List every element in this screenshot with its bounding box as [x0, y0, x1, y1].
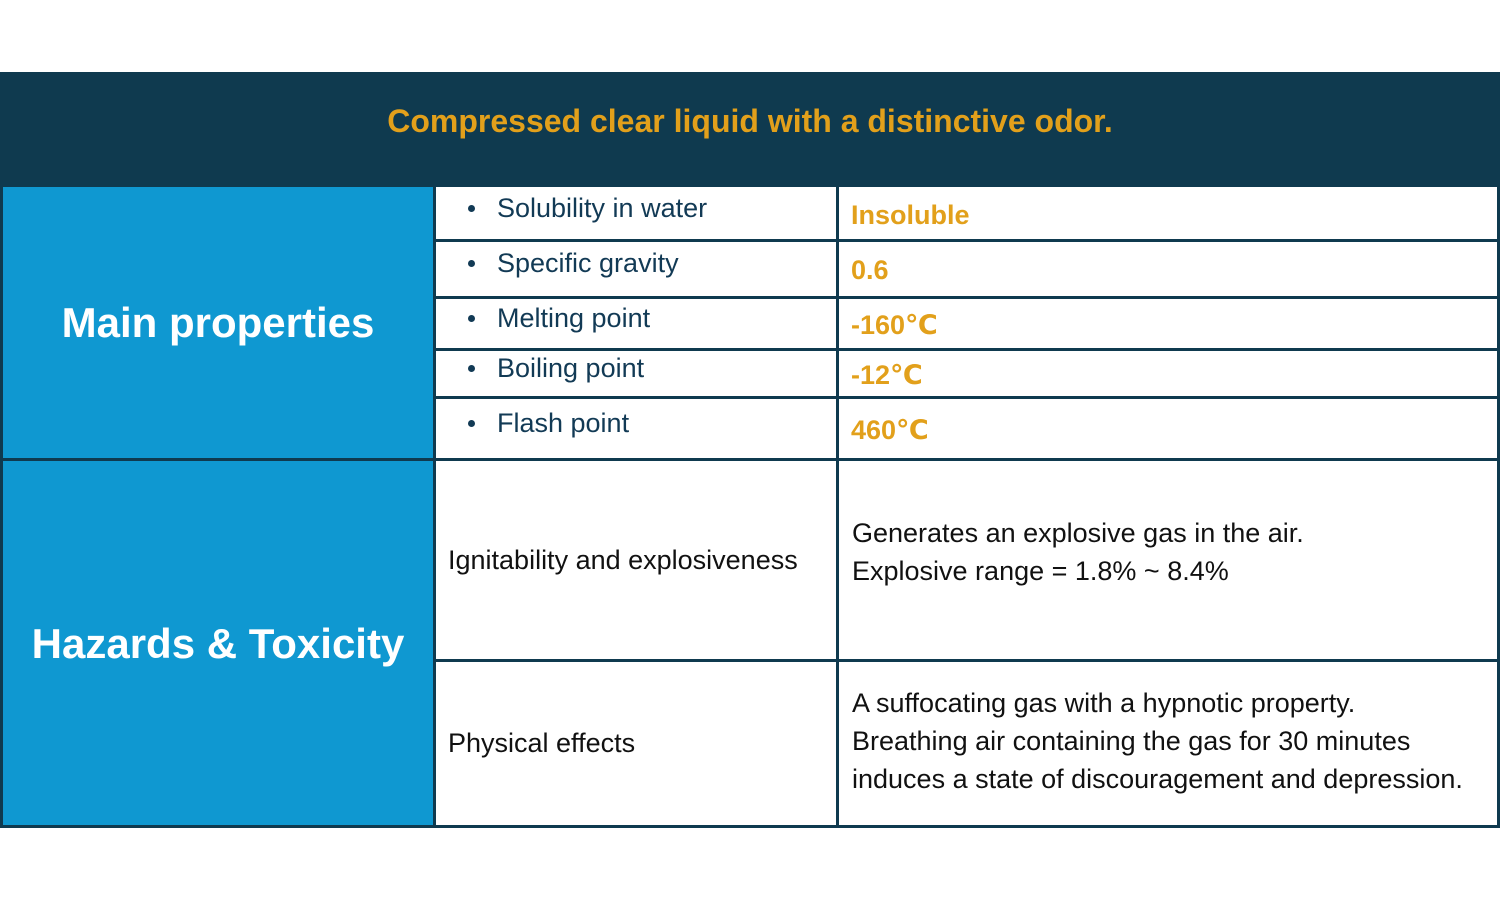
property-name-cell: Flash point — [433, 395, 839, 462]
property-name: Flash point — [497, 408, 630, 439]
header-banner: Compressed clear liquid with a distincti… — [0, 72, 1500, 185]
table-row: Physical effects A suffocating gas with … — [2, 659, 1500, 828]
property-value-cell: Insoluble — [836, 183, 1500, 243]
property-value: 0.6 — [851, 255, 889, 286]
property-name: Melting point — [497, 302, 651, 333]
section-heading: Hazards & Toxicity — [31, 620, 405, 668]
table-row: Specific gravity 0.6 — [2, 239, 1500, 299]
hazard-description-line: Explosive range = 1.8% ~ 8.4% — [852, 556, 1229, 587]
property-name: Boiling point — [497, 352, 645, 383]
property-value: 460℃ — [851, 415, 929, 446]
hazard-description-line: induces a state of discouragement and de… — [852, 763, 1463, 794]
property-sheet: Compressed clear liquid with a distincti… — [0, 72, 1500, 828]
property-name-cell: Solubility in water — [433, 183, 839, 243]
property-name-cell: Boiling point — [433, 347, 839, 399]
hazard-description-line: A suffocating gas with a hypnotic proper… — [852, 687, 1356, 718]
property-value: -160℃ — [851, 309, 938, 340]
section-hazards-toxicity: Hazards & Toxicity — [0, 458, 436, 828]
properties-table: Main properties Solubility in water Inso… — [0, 183, 1500, 828]
bullet-icon — [468, 260, 475, 268]
bullet-icon — [468, 204, 475, 212]
property-name-cell: Specific gravity — [433, 239, 839, 299]
hazard-name-cell: Ignitability and explosiveness — [433, 458, 839, 663]
section-main-properties: Main properties — [0, 183, 436, 462]
table-row: Flash point 460℃ — [2, 395, 1500, 462]
table-row: Hazards & Toxicity Ignitability and expl… — [0, 458, 1500, 828]
hazard-description-line: Generates an explosive gas in the air. — [852, 518, 1304, 549]
property-value-cell: -12℃ — [836, 347, 1500, 399]
hazard-name: Ignitability and explosiveness — [448, 544, 798, 575]
bullet-icon — [468, 364, 475, 372]
table-row: Melting point -160℃ — [2, 295, 1500, 351]
section-heading: Main properties — [61, 298, 375, 346]
property-name: Specific gravity — [497, 248, 679, 279]
table-row: Boiling point -12℃ — [2, 347, 1500, 399]
property-value-cell: -160℃ — [836, 295, 1500, 351]
bullet-icon — [468, 314, 475, 322]
property-value: Insoluble — [851, 199, 970, 230]
hazard-name: Physical effects — [448, 728, 636, 759]
hazard-description-cell: A suffocating gas with a hypnotic proper… — [836, 659, 1500, 828]
property-value-cell: 460℃ — [836, 395, 1500, 462]
property-name: Solubility in water — [497, 192, 708, 223]
banner-title: Compressed clear liquid with a distincti… — [387, 103, 1113, 139]
table-row: Main properties Solubility in water Inso… — [0, 183, 1500, 462]
hazard-description-cell: Generates an explosive gas in the air. E… — [836, 458, 1500, 663]
hazard-name-cell: Physical effects — [433, 659, 839, 828]
property-value-cell: 0.6 — [836, 239, 1500, 299]
hazard-description-line: Breathing air containing the gas for 30 … — [852, 725, 1411, 756]
property-value: -12℃ — [851, 359, 923, 390]
bullet-icon — [468, 420, 475, 428]
property-name-cell: Melting point — [433, 295, 839, 351]
